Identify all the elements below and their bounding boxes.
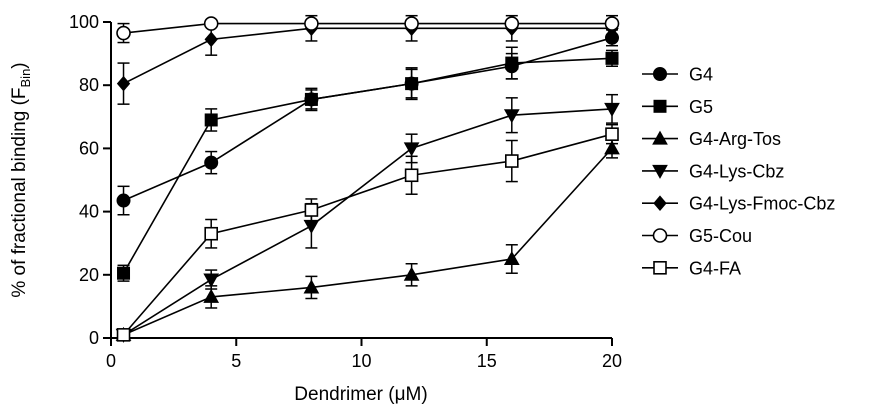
legend-label: G4-Lys-Fmoc-Cbz (689, 194, 835, 214)
data-point-g5-cou (504, 16, 520, 31)
y-axis-title: % of fractional binding (FBin) (9, 62, 33, 297)
data-point-g4-arg-tos (203, 288, 220, 303)
data-point-g5 (204, 113, 218, 127)
y-tick-label: 60 (79, 138, 99, 158)
ticks-layer: 0 20 40 60 80 100 0 5 10 15 20 (69, 12, 622, 371)
data-point-g4-fa (204, 226, 218, 241)
legend-label: G4-Arg-Tos (689, 129, 781, 149)
data-point-g4-lys-fmoc-cbz (116, 75, 131, 92)
x-tick-label: 10 (351, 351, 371, 371)
series-line-g4-fa (122, 133, 613, 336)
series-line-g4-lys-cbz (123, 108, 613, 336)
data-point-g5-cou (116, 25, 131, 41)
y-tick-label: 80 (79, 75, 99, 95)
data-point-g5 (117, 266, 131, 280)
legend-label: G4 (689, 65, 713, 85)
data-point-g4-arg-tos (403, 266, 420, 281)
series-layer (115, 14, 620, 343)
x-tick-label: 0 (106, 351, 116, 371)
y-axis-title-subscript: Bin (18, 69, 33, 88)
data-point-g4-lys-cbz (303, 219, 320, 234)
series-line-g4-lys-fmoc-cbz (123, 27, 612, 85)
data-point-g4 (116, 193, 131, 208)
series-g4-fa (116, 123, 619, 342)
legend-marker (653, 99, 667, 113)
data-point-g5-cou (404, 16, 419, 31)
data-point-g4-lys-cbz (503, 109, 520, 124)
y-tick-label: 40 (79, 202, 99, 222)
series-line-g5 (122, 57, 613, 274)
data-point-g4-fa (404, 168, 419, 183)
data-point-g4-fa (116, 328, 131, 342)
legend-label: G4-Lys-Cbz (689, 161, 784, 181)
data-point-g4-arg-tos (503, 250, 520, 265)
legend-marker (652, 164, 668, 179)
legend-item-g5: G5 (642, 97, 713, 117)
legend-marker (653, 195, 667, 211)
data-point-g5 (505, 56, 519, 70)
legend: G4 G5 G4-Arg-Tos G4-Lys-Cbz G4-Lys-Fmoc-Cbz G… (642, 65, 835, 278)
series-g5 (117, 46, 619, 282)
y-tick-label: 0 (89, 328, 99, 348)
series-g5-cou (116, 16, 620, 44)
series-g4-arg-tos (115, 138, 620, 341)
data-point-g4-lys-cbz (403, 142, 420, 157)
data-point-g4-fa (504, 154, 519, 168)
data-point-g5-cou (203, 16, 219, 31)
legend-marker (653, 67, 667, 81)
data-point-g4-fa (304, 203, 319, 217)
x-tick-label: 5 (231, 351, 241, 371)
legend-item-g4-lys-cbz: G4-Lys-Cbz (642, 161, 784, 181)
y-axis-title-main: % of fractional binding (F (9, 87, 30, 297)
legend-item-g5-cou: G5-Cou (642, 226, 752, 246)
data-point-g5-cou (304, 16, 319, 31)
data-point-g5 (605, 51, 619, 65)
x-tick-label: 20 (602, 351, 622, 371)
legend-item-g4-arg-tos: G4-Arg-Tos (642, 129, 781, 149)
series-line-g4-arg-tos (123, 147, 613, 336)
legend-label: G4-FA (689, 258, 741, 278)
legend-item-g4: G4 (642, 65, 713, 85)
data-point-g4-lys-cbz (203, 273, 220, 288)
series-g4 (116, 29, 619, 216)
data-point-g4 (204, 155, 219, 170)
data-point-g4-lys-cbz (604, 102, 620, 117)
legend-item-g4-lys-fmoc-cbz: G4-Lys-Fmoc-Cbz (642, 194, 835, 214)
data-point-g4-arg-tos (604, 140, 620, 155)
y-axis-title-end: ) (9, 62, 30, 68)
legend-item-g4-fa: G4-FA (642, 258, 741, 278)
data-point-g4-lys-fmoc-cbz (204, 31, 218, 48)
series-line-g5-cou (123, 22, 612, 34)
data-point-g5 (405, 77, 419, 91)
legend-marker (652, 130, 668, 145)
legend-marker (653, 260, 667, 275)
axes-layer (110, 22, 612, 339)
data-point-g4-fa (605, 127, 619, 141)
y-tick-label: 100 (69, 12, 99, 32)
data-point-g5 (304, 92, 318, 106)
legend-marker (652, 228, 668, 243)
y-tick-label: 20 (79, 265, 99, 285)
data-point-g5-cou (604, 16, 620, 31)
x-axis-title: Dendrimer (μM) (294, 384, 427, 405)
legend-label: G5 (689, 97, 713, 117)
legend-label: G5-Cou (689, 226, 752, 246)
x-tick-label: 15 (477, 351, 497, 371)
data-point-g4-arg-tos (303, 279, 320, 294)
